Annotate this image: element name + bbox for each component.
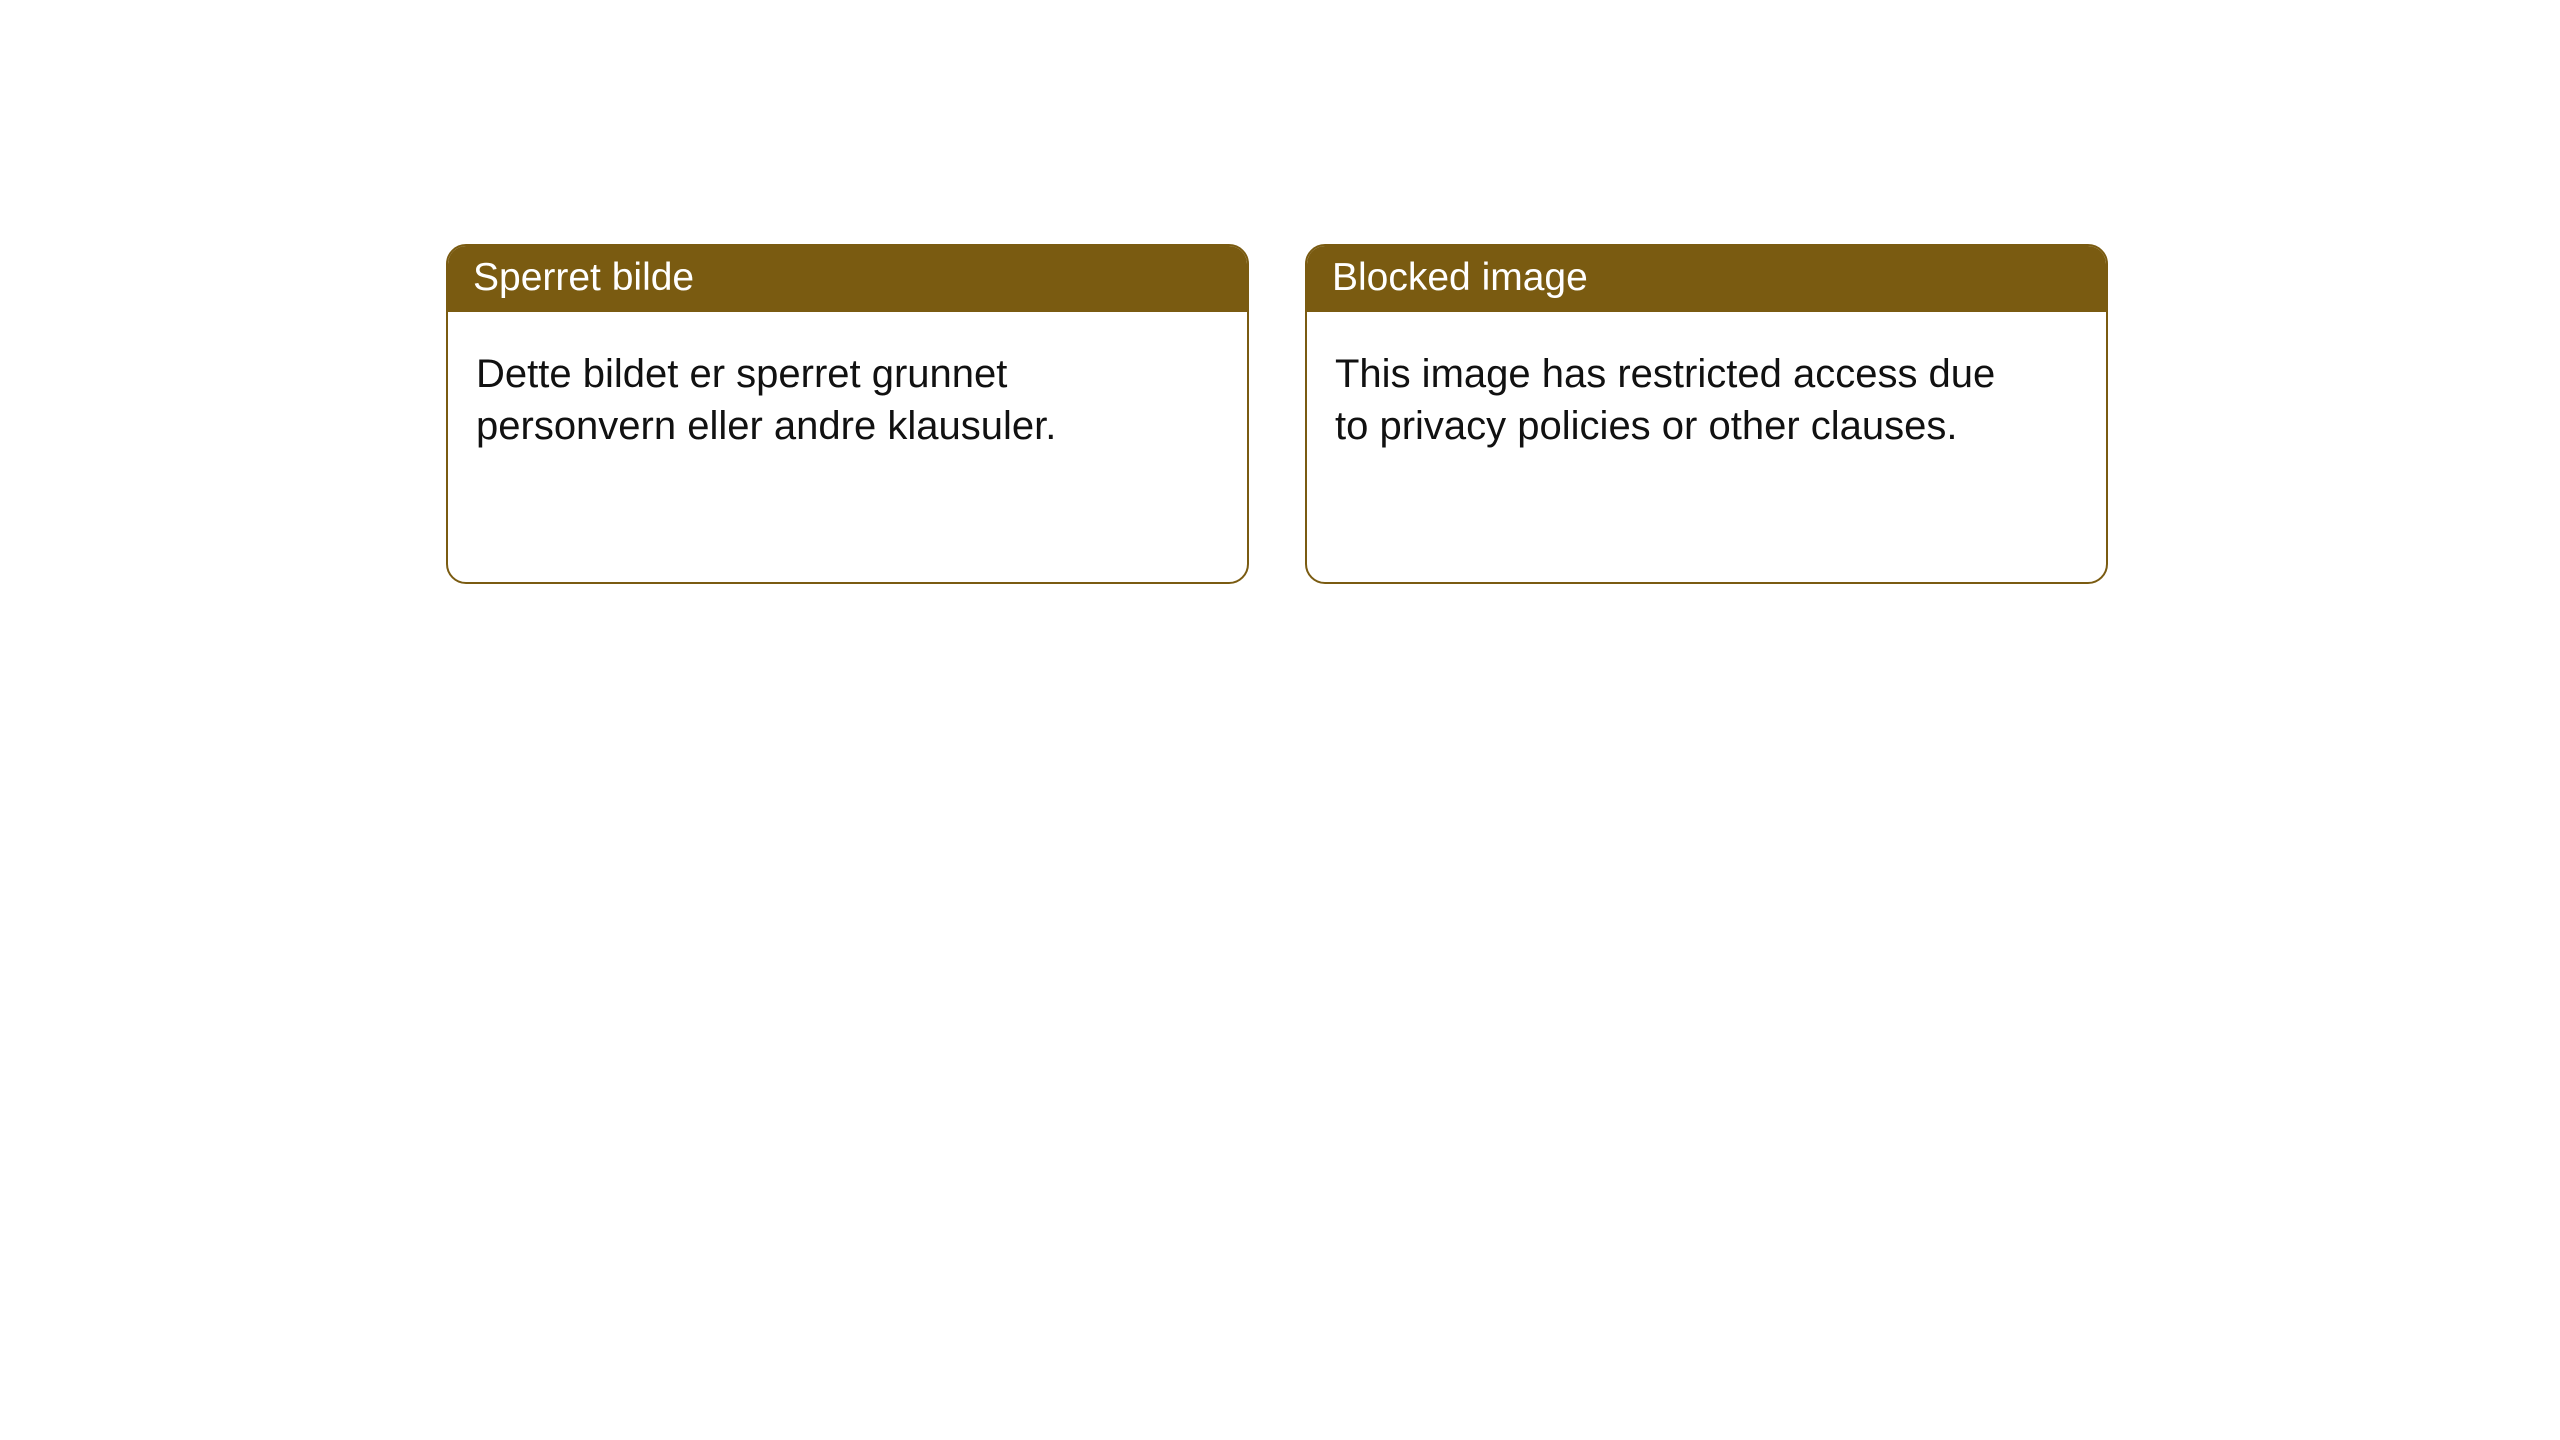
card-body-text: This image has restricted access due to … bbox=[1335, 348, 2035, 452]
card-header-title: Sperret bilde bbox=[448, 246, 1247, 312]
card-body: Dette bildet er sperret grunnet personve… bbox=[448, 312, 1247, 582]
blocked-image-card-norwegian: Sperret bilde Dette bildet er sperret gr… bbox=[446, 244, 1249, 584]
card-header-title: Blocked image bbox=[1307, 246, 2106, 312]
notice-container: Sperret bilde Dette bildet er sperret gr… bbox=[0, 0, 2560, 584]
card-body-text: Dette bildet er sperret grunnet personve… bbox=[476, 348, 1176, 452]
blocked-image-card-english: Blocked image This image has restricted … bbox=[1305, 244, 2108, 584]
card-body: This image has restricted access due to … bbox=[1307, 312, 2106, 582]
